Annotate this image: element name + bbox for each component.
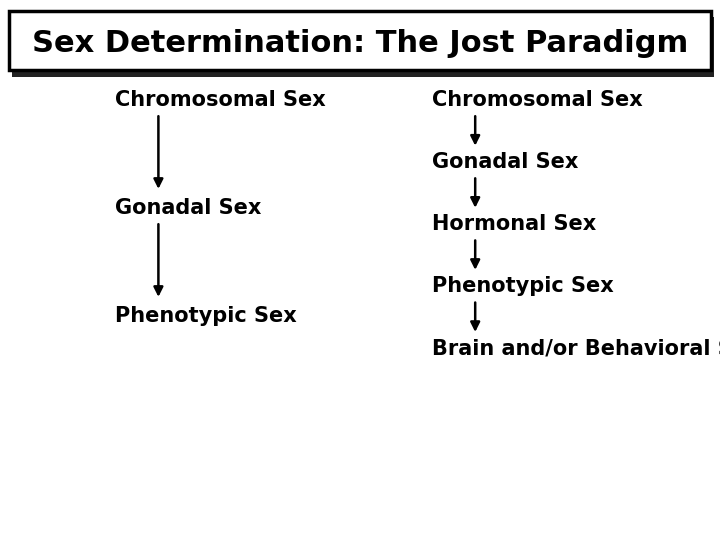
Text: Gonadal Sex: Gonadal Sex — [115, 198, 261, 218]
Text: Phenotypic Sex: Phenotypic Sex — [115, 306, 297, 326]
Text: Chromosomal Sex: Chromosomal Sex — [115, 90, 326, 110]
Text: Gonadal Sex: Gonadal Sex — [432, 152, 578, 172]
Text: Hormonal Sex: Hormonal Sex — [432, 214, 596, 234]
Text: Brain and/or Behavioral Sex: Brain and/or Behavioral Sex — [432, 338, 720, 359]
Text: Chromosomal Sex: Chromosomal Sex — [432, 90, 643, 110]
Text: Sex Determination: The Jost Paradigm: Sex Determination: The Jost Paradigm — [32, 29, 688, 58]
Text: Phenotypic Sex: Phenotypic Sex — [432, 276, 613, 296]
